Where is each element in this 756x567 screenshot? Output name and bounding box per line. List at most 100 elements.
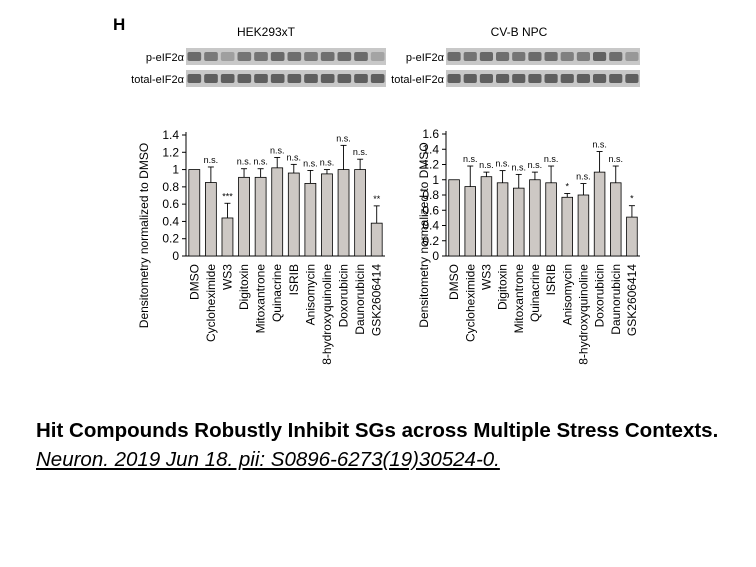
blot-band (354, 74, 368, 83)
blot-band (370, 74, 385, 83)
y-tick-label: 1.4 (162, 128, 179, 142)
category-label: Digitoxin (237, 264, 251, 310)
caption-title: Hit Compounds Robustly Inhibit SGs acros… (36, 419, 719, 442)
blot-band (625, 52, 639, 61)
bar (561, 196, 573, 257)
category-label: 8-hydroxyquinoline (320, 264, 334, 365)
bar (448, 179, 460, 257)
y-tick-label: 1 (432, 173, 439, 187)
blot-band (463, 52, 477, 61)
significance-label: n.s. (287, 152, 302, 162)
bar (626, 216, 638, 257)
bar (304, 182, 317, 257)
blot-band (270, 52, 285, 61)
blot-band (304, 52, 318, 61)
significance-label: n.s. (320, 158, 335, 168)
significance-label: n.s. (576, 172, 591, 182)
blot-band (447, 52, 461, 61)
category-label: WS3 (220, 264, 234, 290)
blot-strip (186, 48, 386, 65)
blot-label-total-eif2a: total-eIF2α (391, 74, 444, 86)
blot-band (237, 52, 252, 61)
y-tick-label: 1.4 (422, 142, 439, 156)
blot-band (204, 74, 218, 83)
y-axis-label: Densitometry normalized to DMSO (137, 143, 151, 328)
blot-band (576, 52, 590, 61)
bar (205, 182, 217, 257)
blot-band (593, 52, 607, 61)
bar (188, 169, 201, 257)
bar (513, 187, 525, 257)
y-tick-label: 0 (432, 249, 439, 263)
category-label: Cycloheximide (463, 264, 477, 342)
significance-label: n.s. (237, 157, 252, 167)
blot-strip (446, 48, 640, 65)
significance-label: n.s. (528, 160, 543, 170)
y-tick-label: 0.8 (162, 180, 179, 194)
blot-band (463, 74, 477, 83)
category-label: GSK2606414 (370, 264, 384, 336)
category-label: Daunorubicin (353, 264, 367, 335)
bar (337, 169, 350, 257)
significance-label: n.s. (336, 133, 351, 143)
blot-band (560, 52, 574, 61)
y-tick-label: 0.6 (422, 203, 439, 217)
blot-band (512, 52, 526, 61)
blot-band (337, 74, 352, 83)
significance-label: n.s. (270, 145, 285, 155)
blot-strip (446, 70, 640, 87)
category-label: WS3 (479, 264, 493, 290)
blot-band (609, 52, 623, 61)
bar (238, 176, 250, 257)
chart-title: CV-B NPC (491, 25, 548, 39)
significance-label: * (630, 194, 634, 204)
bar (545, 182, 557, 257)
blot-band (337, 52, 352, 61)
blot-band (528, 52, 542, 61)
blot-band (354, 52, 368, 61)
y-tick-label: 1.6 (422, 127, 439, 141)
bar (464, 186, 476, 257)
blot-band (237, 74, 252, 83)
category-label: Quinacrine (528, 264, 542, 322)
y-tick-label: 0.4 (162, 214, 179, 228)
blot-band (479, 74, 493, 83)
blot-strip (186, 70, 386, 87)
panel-hek293xt: HEK293xT p-eIF2α total-eIF2α 0 0.2 0.4 0.6 0.8 1… (131, 25, 386, 365)
y-tick-label: 0.4 (422, 219, 439, 233)
category-label: 8-hydroxyquinoline (576, 264, 590, 365)
significance-label: *** (222, 191, 233, 201)
significance-label: ** (373, 194, 381, 204)
blot-band (304, 74, 318, 83)
bar (254, 176, 267, 257)
blot-band (544, 74, 558, 83)
significance-label: n.s. (479, 160, 494, 170)
blot-band (287, 74, 302, 83)
significance-label: n.s. (303, 158, 318, 168)
bar (496, 182, 509, 257)
category-label: ISRIB (287, 264, 301, 295)
category-label: DMSO (447, 264, 461, 300)
blot-band (187, 52, 202, 61)
blot-label-p-eif2a: p-eIF2α (146, 52, 185, 64)
blot-band (512, 74, 526, 83)
category-label: Doxorubicin (593, 264, 607, 327)
bar (271, 167, 284, 257)
significance-label: n.s. (495, 159, 510, 169)
blot-band (187, 74, 202, 83)
blot-band (254, 74, 268, 83)
blot-band (593, 74, 607, 83)
caption-reference[interactable]: Neuron. 2019 Jun 18. pii: S0896-6273(19)… (36, 448, 500, 471)
bar (593, 171, 606, 257)
blot-band (270, 74, 285, 83)
blot-band (220, 74, 235, 83)
y-tick-label: 0.2 (162, 232, 179, 246)
blot-band (287, 52, 302, 61)
y-tick-label: 0.6 (162, 197, 179, 211)
blot-band (496, 74, 510, 83)
panel-label: H (113, 15, 125, 34)
significance-label: n.s. (463, 154, 478, 164)
category-label: Daunorubicin (609, 264, 623, 335)
blot-band (320, 74, 335, 83)
blot-label-total-eif2a: total-eIF2α (131, 74, 184, 86)
